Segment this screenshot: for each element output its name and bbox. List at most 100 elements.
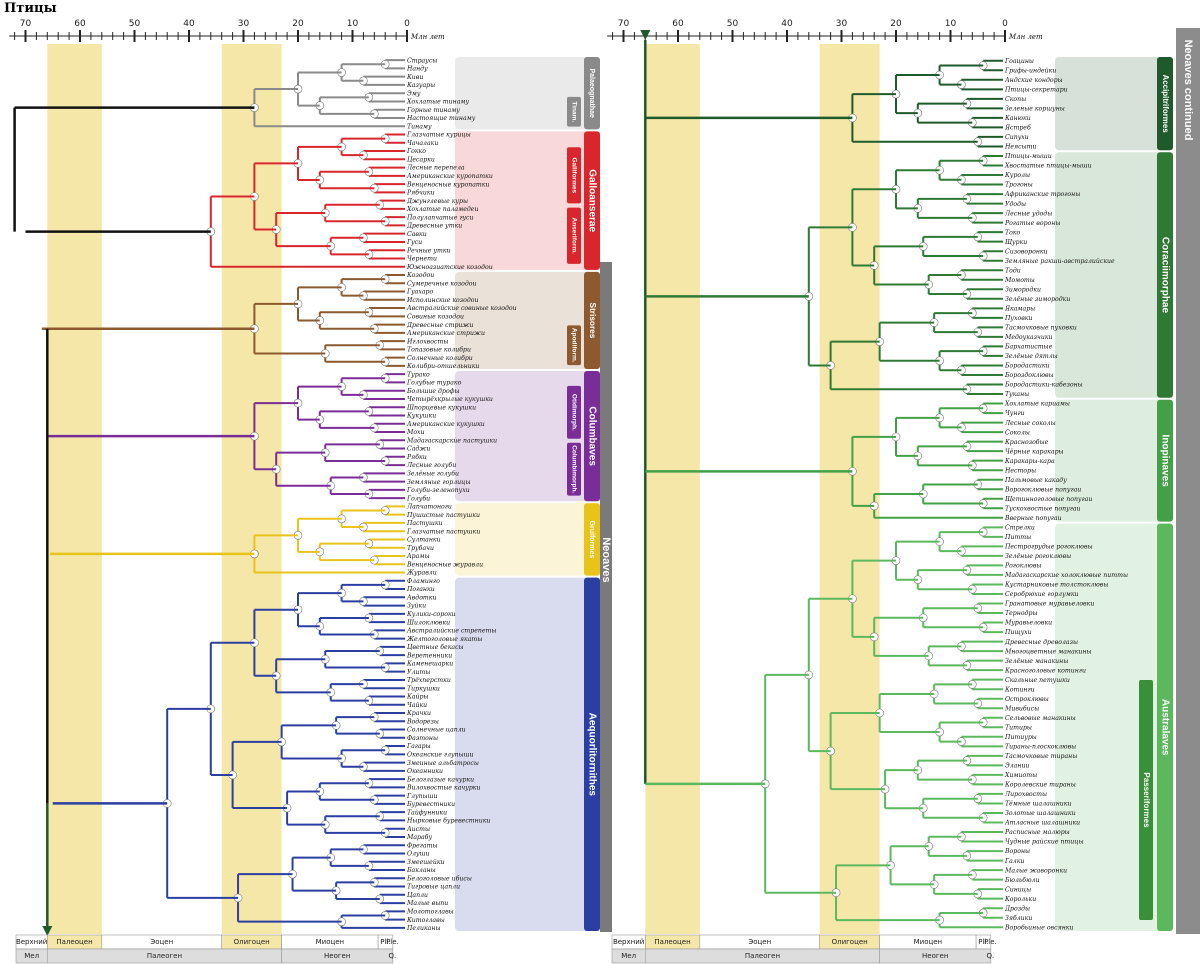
tick-label: 20 (890, 19, 902, 29)
taxon-label: Сумеречные козодои (407, 280, 476, 287)
taxon-label: Бюльбюли (1004, 877, 1039, 884)
taxon-label: Древесные стрижи (406, 322, 473, 329)
taxon-label: Большие дрофы (406, 388, 460, 395)
left-gruiformes-box: Gruiformes (455, 503, 600, 576)
taxon-label: Американские кукушки (406, 421, 485, 428)
taxon-label: Турако (407, 371, 430, 378)
taxon-label: Синицы (1005, 886, 1031, 893)
taxon-label: Бородастики (1004, 363, 1050, 370)
subclade-label: Anseriform. (570, 218, 577, 255)
clade-label: Strisores (588, 303, 597, 339)
taxon-label: Венценосные куропатки (406, 181, 489, 188)
taxon-label: Стрелки (1005, 524, 1035, 531)
taxon-label: Хохлатые паламедеи (406, 206, 478, 213)
taxon-label: Океанники (407, 768, 443, 775)
subclade-label: Columbimorph. (570, 445, 577, 493)
taxon-label: Гранатовые муравьеловки (1004, 601, 1094, 608)
tick-label: 20 (292, 19, 304, 29)
taxon-label: Нырковые буревестники (406, 818, 490, 825)
taxon-label: Зелёные дятлы (1005, 353, 1058, 360)
period-label: Мел (24, 952, 39, 960)
taxon-label: Пеликаны (406, 925, 440, 932)
passeriformes-label: Passeriformes (1142, 772, 1151, 828)
taxon-label: Белоглазые качурки (406, 776, 474, 783)
taxon-label: Совиные козодои (407, 313, 464, 320)
clade-label: Accipitriformes (1161, 75, 1170, 134)
taxon-label: Гоацины (1004, 58, 1034, 65)
taxon-label: Вилохвостые качурки (406, 785, 480, 792)
taxon-label: Ворогоклювые попугаи (1004, 486, 1081, 493)
epoch-label: Ple. (386, 938, 399, 946)
taxon-label: Сизоворонки (1005, 248, 1048, 255)
taxon-label: Кукушки (406, 413, 436, 420)
taxon-label: Химиоты (1004, 772, 1037, 779)
axis-label: Млн лет (1008, 33, 1043, 41)
clade-band (455, 577, 600, 931)
epoch-label: Pli. (978, 938, 988, 946)
epoch-label: Палеоцен (654, 938, 690, 946)
taxon-label: Хохлатые кариамы (1004, 401, 1070, 408)
taxon-label: Тинаму (407, 123, 432, 130)
taxon-label: Пальмовые какаду (1004, 477, 1067, 484)
clade-bar (584, 371, 600, 502)
taxon-label: Хвостатые птицы-мыши (1004, 163, 1092, 170)
clade-band (1055, 57, 1173, 151)
taxon-label: Древесные древолазы (1004, 639, 1078, 646)
subclade-bar (567, 325, 581, 366)
epoch-label: Олигоцен (234, 938, 270, 946)
taxon-label: Водорезы (406, 718, 439, 725)
taxon-label: Каракары-кара (1004, 458, 1055, 465)
right-australaves-group: Стрелки Питты Пестрогрудые рогоклювы Зелёны… (760, 524, 1128, 931)
clade-label: Palaeognathae (588, 68, 595, 118)
taxon-label: Птицы-мыши (1004, 153, 1052, 160)
taxon-label: Чунги (1005, 410, 1025, 417)
taxon-label: Пастушки (406, 520, 443, 527)
tick-label: 10 (347, 19, 359, 29)
taxon-label: Тираны-плоскоклювы (1005, 743, 1076, 750)
tick-label: 0 (404, 19, 410, 29)
taxon-label: Пушистые пастушки (406, 512, 480, 519)
epoch-label: Миоцен (316, 938, 345, 946)
taxon-label: Поганки (406, 586, 435, 593)
taxon-label: Арамы (406, 553, 430, 560)
tick-label: 40 (781, 19, 793, 29)
taxon-label: Зелёные голуби (407, 471, 459, 478)
neoaves-label: Neoaves (600, 537, 612, 582)
taxon-label: Австралийские совиные козодои (406, 305, 517, 312)
period-label: Q. (987, 952, 995, 960)
taxon-label: Кулики-сороки (406, 611, 456, 618)
taxon-label: Элании (1005, 763, 1029, 770)
tick-label: 70 (618, 19, 630, 29)
taxon-label: Зелёные рогоклювы (1005, 553, 1071, 560)
taxon-label: Фрегаты (407, 842, 437, 849)
taxon-label: Кайры (406, 694, 428, 701)
taxon-label: Гуахаро (406, 289, 434, 296)
taxon-label: Муравьеловки (1004, 620, 1052, 627)
taxon-label: Несторы (1004, 467, 1036, 474)
tick-label: 40 (183, 19, 195, 29)
clade-band (455, 131, 600, 270)
subclade-bar (567, 96, 581, 127)
taxon-label: Корольки (1004, 896, 1036, 903)
taxon-label: Питты (1004, 534, 1031, 541)
taxon-label: Сельвовые манакины (1005, 715, 1076, 722)
taxon-label: Земляные ракши-австралийские (1005, 258, 1115, 265)
taxon-label: Лесные перепела (406, 165, 465, 172)
taxon-label: Тернодры (1005, 610, 1037, 617)
taxon-label: Трубачи (407, 545, 434, 552)
taxon-label: Ястреб (1004, 125, 1031, 132)
subclade-bar (567, 207, 581, 264)
left-palaeognathae-box: Palaeognathae Tinam. (455, 57, 600, 130)
period-label: Неоген (922, 952, 948, 960)
clade-bar (584, 131, 600, 270)
taxon-label: Туканы (1005, 391, 1029, 398)
taxon-label: Речные утки (406, 247, 451, 254)
taxon-label: Соколы (1005, 429, 1030, 436)
taxon-label: Канюки (1004, 115, 1031, 122)
taxon-label: Голуби-зеленопухи (406, 487, 470, 494)
taxon-label: Султанки (407, 537, 441, 544)
taxon-label: Тёмные шалашники (1005, 801, 1071, 808)
taxon-label: Зимородки (1005, 286, 1041, 293)
